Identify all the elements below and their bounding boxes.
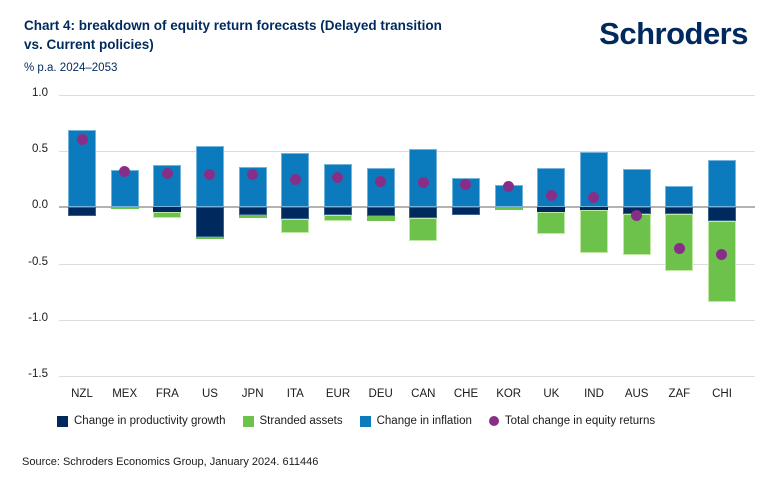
bar-segment-KOR (494, 207, 523, 210)
total-return-dot-AUS (631, 209, 643, 221)
category-label-EUR: EUR (325, 388, 351, 400)
total-return-dot-MEX (119, 165, 131, 177)
bar-segment-EUR (323, 207, 352, 216)
total-return-dot-CHI (716, 249, 728, 261)
category-label-US: US (201, 388, 218, 400)
bar-segment-CAN (409, 217, 438, 242)
source-note: Source: Schroders Economics Group, Janua… (22, 456, 319, 468)
bar-segment-UK (537, 168, 566, 208)
chart-legend: Change in productivity growth Stranded as… (57, 415, 655, 427)
bar-segment-CAN (409, 207, 438, 218)
total-return-dot-ZAF (673, 243, 685, 255)
bar-segment-DEU (366, 168, 395, 208)
total-return-dot-DEU (375, 176, 387, 188)
bar-segment-EUR (323, 163, 352, 208)
category-label-KOR: KOR (496, 388, 522, 400)
total-return-dot-JPN (247, 169, 259, 181)
gridline (59, 95, 755, 96)
legend-label: Change in inflation (376, 415, 472, 427)
total-return-dot-ITA (289, 173, 301, 185)
bar-segment-MEX (110, 207, 139, 209)
bar-segment-CHI (707, 207, 736, 221)
gridline (59, 376, 755, 377)
bar-segment-ZAF (665, 207, 694, 215)
legend-label: Total change in equity returns (504, 415, 656, 427)
legend-label: Stranded assets (259, 415, 343, 427)
y-tick-label: 1.0 (32, 87, 48, 99)
total-return-dot-CHE (460, 179, 472, 191)
legend-item: Change in productivity growth (57, 415, 226, 427)
category-label-FRA: FRA (155, 388, 179, 400)
chart-title: Chart 4: breakdown of equity return fore… (24, 16, 584, 54)
legend-item: Stranded assets (242, 415, 343, 427)
category-label-CHI: CHI (712, 388, 732, 400)
gridline (59, 151, 755, 153)
bar-segment-NZL (68, 207, 96, 217)
gridline (59, 319, 755, 321)
legend-swatch-square (359, 415, 371, 427)
gridline (59, 263, 755, 265)
y-axis-unit-label: % p.a. 2024–2053 (24, 62, 118, 74)
y-tick-label: 0.5 (32, 143, 48, 156)
category-label-ITA: ITA (286, 388, 304, 400)
y-tick-label: -0.5 (28, 255, 48, 268)
bar-segment-EUR (323, 215, 352, 221)
category-label-UK: UK (543, 388, 560, 400)
bar-segment-DEU (366, 216, 395, 221)
total-return-dot-NZL (76, 134, 88, 146)
category-label-CHE: CHE (453, 388, 479, 400)
category-label-AUS: AUS (624, 388, 649, 400)
legend-swatch-circle (488, 416, 499, 426)
bar-segment-ITA (281, 207, 310, 219)
category-label-CAN: CAN (411, 388, 436, 400)
bar-segment-FRA (153, 207, 182, 212)
bar-segment-CHI (707, 160, 736, 208)
legend-item: Total change in equity returns (488, 415, 656, 427)
total-return-dot-KOR (503, 180, 515, 192)
chart-plot-area (59, 95, 755, 377)
schroders-logo: Schroders (599, 16, 748, 51)
y-tick-label: -1.5 (28, 368, 48, 380)
bar-segment-IND (579, 207, 608, 210)
legend-swatch-square (57, 415, 68, 427)
bar-segment-JPN (238, 215, 267, 218)
bar-segment-CHE (451, 207, 480, 216)
total-return-dot-CAN (417, 177, 429, 189)
legend-swatch-square (242, 415, 254, 427)
total-return-dot-US (204, 169, 216, 181)
y-tick-label: 0.0 (32, 199, 48, 212)
total-return-dot-IND (588, 191, 600, 203)
legend-label: Change in productivity growth (74, 415, 226, 427)
bar-segment-ZAF (665, 186, 694, 208)
bar-segment-US (195, 236, 224, 239)
bar-segment-FRA (153, 211, 182, 218)
bar-segment-DEU (366, 207, 395, 217)
category-label-DEU: DEU (368, 388, 393, 400)
total-return-dot-EUR (332, 171, 344, 183)
total-return-dot-FRA (161, 168, 173, 180)
category-label-ZAF: ZAF (668, 388, 691, 400)
bar-segment-ZAF (665, 214, 694, 272)
bar-segment-UK (537, 207, 566, 212)
bar-segment-AUS (622, 169, 651, 208)
category-label-MEX: MEX (112, 388, 138, 400)
chart-title-line1: Chart 4: breakdown of equity return fore… (24, 18, 442, 33)
zero-gridline (59, 206, 755, 209)
chart-title-line2: vs. Current policies) (24, 37, 154, 52)
legend-item: Change in inflation (359, 415, 472, 427)
bar-segment-JPN (238, 207, 267, 216)
category-label-NZL: NZL (71, 388, 93, 400)
bar-segment-UK (537, 211, 566, 235)
bar-segment-IND (579, 209, 608, 254)
category-label-JPN: JPN (241, 388, 264, 400)
y-tick-label: -1.0 (28, 311, 48, 324)
bar-segment-US (195, 207, 224, 237)
bar-segment-CHI (707, 220, 736, 302)
total-return-dot-UK (545, 189, 557, 201)
bar-segment-ITA (281, 218, 310, 234)
category-label-IND: IND (584, 388, 604, 400)
